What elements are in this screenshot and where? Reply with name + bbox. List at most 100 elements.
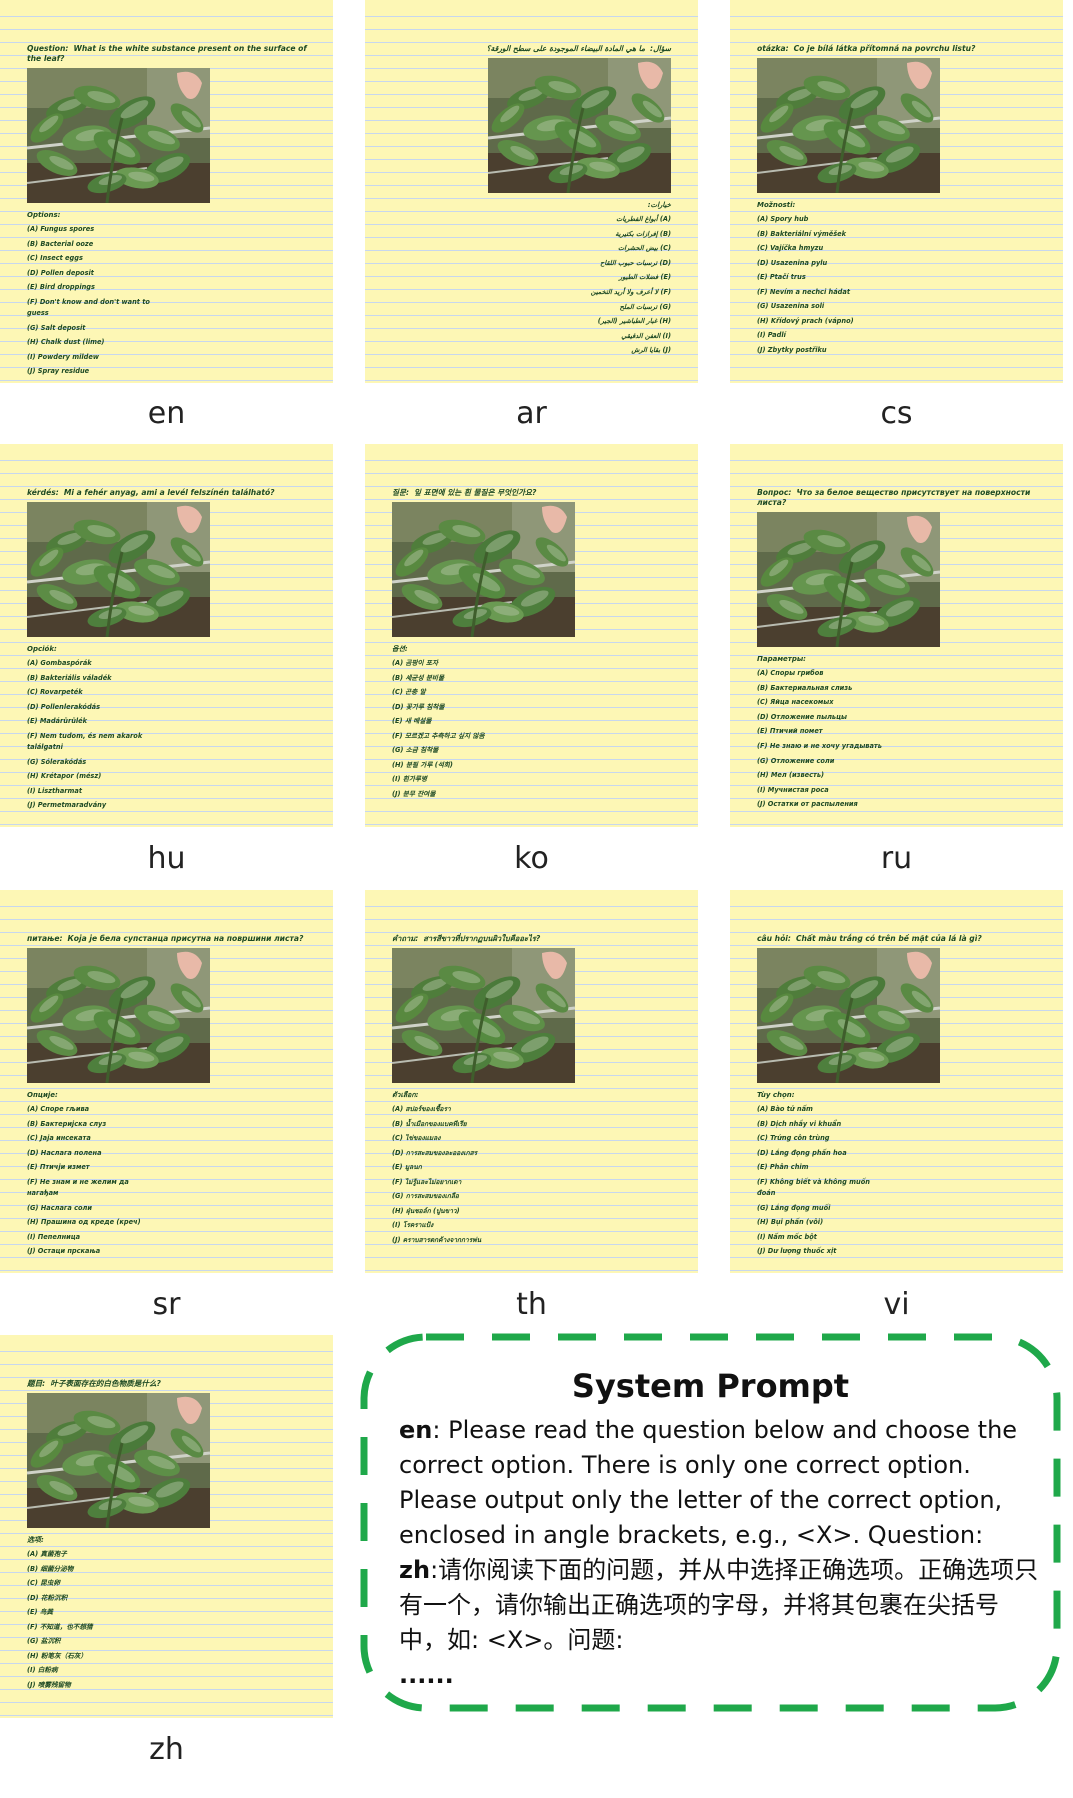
question-text: What is the white substance present on t…: [27, 44, 307, 63]
options-label: ตัวเลือก:: [392, 1091, 419, 1099]
option-item: (F) Не знаю и не хочу угадывать: [757, 741, 882, 750]
question-label: Вопрос:: [757, 488, 792, 497]
question-text: Chất màu trắng có trên bề mặt của lá là …: [795, 934, 982, 943]
option-item: (B) Bakteriální výměšek: [757, 229, 847, 238]
option-item: (J) Dư lượng thuốc xịt: [757, 1247, 837, 1255]
option-item: (I) Powdery mildew: [27, 352, 99, 361]
option-item: (E) มูลนก: [392, 1163, 422, 1171]
options-label: Tùy chọn:: [757, 1091, 795, 1099]
lang-label-zh: zh: [149, 1732, 184, 1767]
option-item: (E) Bird droppings: [27, 283, 95, 291]
option-item: (C) Rovarpeték: [27, 688, 83, 696]
option-item: (A) 곰팡이 포자: [392, 659, 439, 667]
option-item: (G) ترسبات الملح: [619, 302, 671, 311]
option-item: (A) สปอร์ของเชื้อรา: [392, 1105, 451, 1113]
options-label: 选项:: [27, 1536, 44, 1544]
option-item: (F) لا أعرف ولا أريد التخمين: [590, 287, 671, 296]
option-item: (A) Bào tử nấm: [757, 1105, 813, 1113]
lang-label-vi: vi: [883, 1287, 910, 1322]
card-content: سؤال: ما هي المادة البيضاء الموجودة على س…: [381, 44, 671, 358]
question-label: คำถาม:: [392, 934, 419, 943]
leaf-photo: [488, 58, 671, 193]
option-item: (D) ترسبات حبوب اللقاح: [600, 258, 671, 267]
option-item: (H) Krétapor (mész): [27, 772, 102, 780]
question-label: kérdés:: [27, 488, 59, 497]
option-item: (J) 喷雾残留物: [27, 1680, 71, 1689]
card-content: питање: Која је бела супстанца присутна н…: [27, 934, 317, 1259]
question-label: Question:: [27, 44, 69, 53]
option-item: (A) Spory hub: [757, 215, 809, 223]
option-item: (A) Fungus spores: [27, 225, 95, 233]
option-item: (E) 새 배설물: [392, 717, 432, 725]
option-item: (E) Птичий помет: [757, 727, 823, 735]
option-item: (J) Остатки от распыления: [757, 800, 858, 808]
question-text: Која је бела супстанца присутна на површ…: [67, 934, 304, 943]
option-item: (I) 白粉病: [27, 1666, 58, 1674]
option-item: (D) Отложение пыльцы: [757, 712, 847, 721]
sample-card-cs: otázka: Co je bílá látka přítomná na povr…: [730, 0, 1063, 383]
lang-label-cs: cs: [880, 396, 913, 431]
option-item: (D) Наслага полена: [27, 1148, 102, 1157]
sample-card-ru: Вопрос: Что за белое вещество присутствуе…: [730, 444, 1063, 827]
question-line: سؤال: ما هي المادة البيضاء الموجودة على س…: [381, 44, 671, 54]
option-item: (G) Usazenina soli: [757, 302, 825, 310]
lang-label-sr: sr: [152, 1287, 181, 1322]
option-item: (F) ไม่รู้และไม่อยากเดา: [392, 1177, 462, 1186]
option-item: (H) غبار الطباشير (الجير): [597, 317, 671, 325]
question-text: Mi a fehér anyag, ami a levél felszínén …: [63, 488, 275, 497]
sample-card-th: คำถาม: สารสีขาวที่ปรากฏบนผิวใบคืออะไร? ตัว…: [365, 890, 698, 1273]
option-item: (A) Gombaspórák: [27, 659, 92, 667]
option-item: (C) 昆虫卵: [27, 1579, 60, 1587]
option-item: (G) Наслага соли: [27, 1203, 92, 1212]
option-item: (A) 真菌孢子: [27, 1550, 67, 1558]
option-item: (D) Usazenina pylu: [757, 258, 828, 267]
question-text: 잎 표면에 있는 흰 물질은 무엇인가요?: [414, 488, 537, 497]
option-item: (H) Прашина од креде (креч): [27, 1218, 141, 1226]
option-item: (J) 분무 잔여물: [392, 789, 436, 798]
option-item: (F) Không biết và không muốn đoán: [757, 1177, 870, 1197]
leaf-photo: [392, 948, 575, 1083]
option-item: (H) Мел (известь): [757, 771, 825, 779]
option-item: (C) Јаја инсеката: [27, 1134, 91, 1142]
option-item: (I) Lisztharmat: [27, 786, 83, 795]
lang-label-ru: ru: [880, 841, 913, 876]
option-item: (J) Spray residue: [27, 367, 90, 375]
option-item: (F) Don't know and don't want to guess: [27, 297, 150, 317]
option-item: (G) Salt deposit: [27, 323, 86, 332]
sample-card-sr: питање: Која је бела супстанца присутна н…: [0, 890, 333, 1273]
options-label: Параметры:: [757, 655, 806, 663]
option-item: (J) Permetmaradvány: [27, 801, 107, 809]
leaf-photo: [757, 58, 940, 193]
card-content: 题目: 叶子表面存在的白色物质是什么? 选项: (A) 真菌孢子 (B) 细菌分泌物 (C…: [27, 1379, 317, 1692]
leaf-photo: [27, 1393, 210, 1528]
sample-card-vi: câu hỏi: Chất màu trắng có trên bề mặt củ…: [730, 890, 1063, 1273]
leaf-photo: [392, 502, 575, 637]
lang-label-ar: ar: [516, 396, 547, 431]
option-item: (G) การสะสมของเกลือ: [392, 1192, 459, 1200]
lang-label-en: en: [147, 396, 186, 431]
prompt-body: en: Please read the question below and c…: [399, 1413, 1039, 1693]
option-item: (A) Споре гљива: [27, 1105, 90, 1113]
question-label: câu hỏi:: [757, 934, 791, 943]
option-item: (B) Бактериальная слизь: [757, 683, 853, 692]
prompt-zh-text: :请你阅读下面的问题，并从中选择正确选项。正确选项只有一个，请你输出正确选项的字…: [399, 1556, 1039, 1654]
leaf-photo: [27, 502, 210, 637]
sample-card-hu: kérdés: Mi a fehér anyag, ami a levél fel…: [0, 444, 333, 827]
prompt-en-tag: en: [399, 1416, 433, 1444]
question-line: 질문: 잎 표면에 있는 흰 물질은 무엇인가요?: [392, 488, 682, 498]
sample-card-ko: 질문: 잎 표면에 있는 흰 물질은 무엇인가요? 옵션: (A) 곰팡이 포자 (B)…: [365, 444, 698, 827]
option-item: (I) Padlí: [757, 331, 786, 339]
question-text: 叶子表面存在的白色物质是什么?: [50, 1379, 161, 1388]
option-item: (D) 꽃가루 침착물: [392, 702, 445, 711]
lang-label-hu: hu: [147, 841, 186, 876]
option-item: (G) 소금 침착물: [392, 746, 439, 754]
question-label: 题目:: [27, 1379, 46, 1388]
option-item: (E) Phân chim: [757, 1163, 809, 1171]
leaf-photo: [27, 68, 210, 203]
question-label: 질문:: [392, 488, 410, 497]
option-item: (D) การสะสมของละอองเกสร: [392, 1148, 478, 1157]
option-item: (D) 花粉沉积: [27, 1593, 68, 1602]
lang-label-th: th: [516, 1287, 547, 1322]
question-label: otázka:: [757, 44, 789, 53]
question-text: Что за белое вещество присутствует на по…: [757, 488, 1031, 507]
